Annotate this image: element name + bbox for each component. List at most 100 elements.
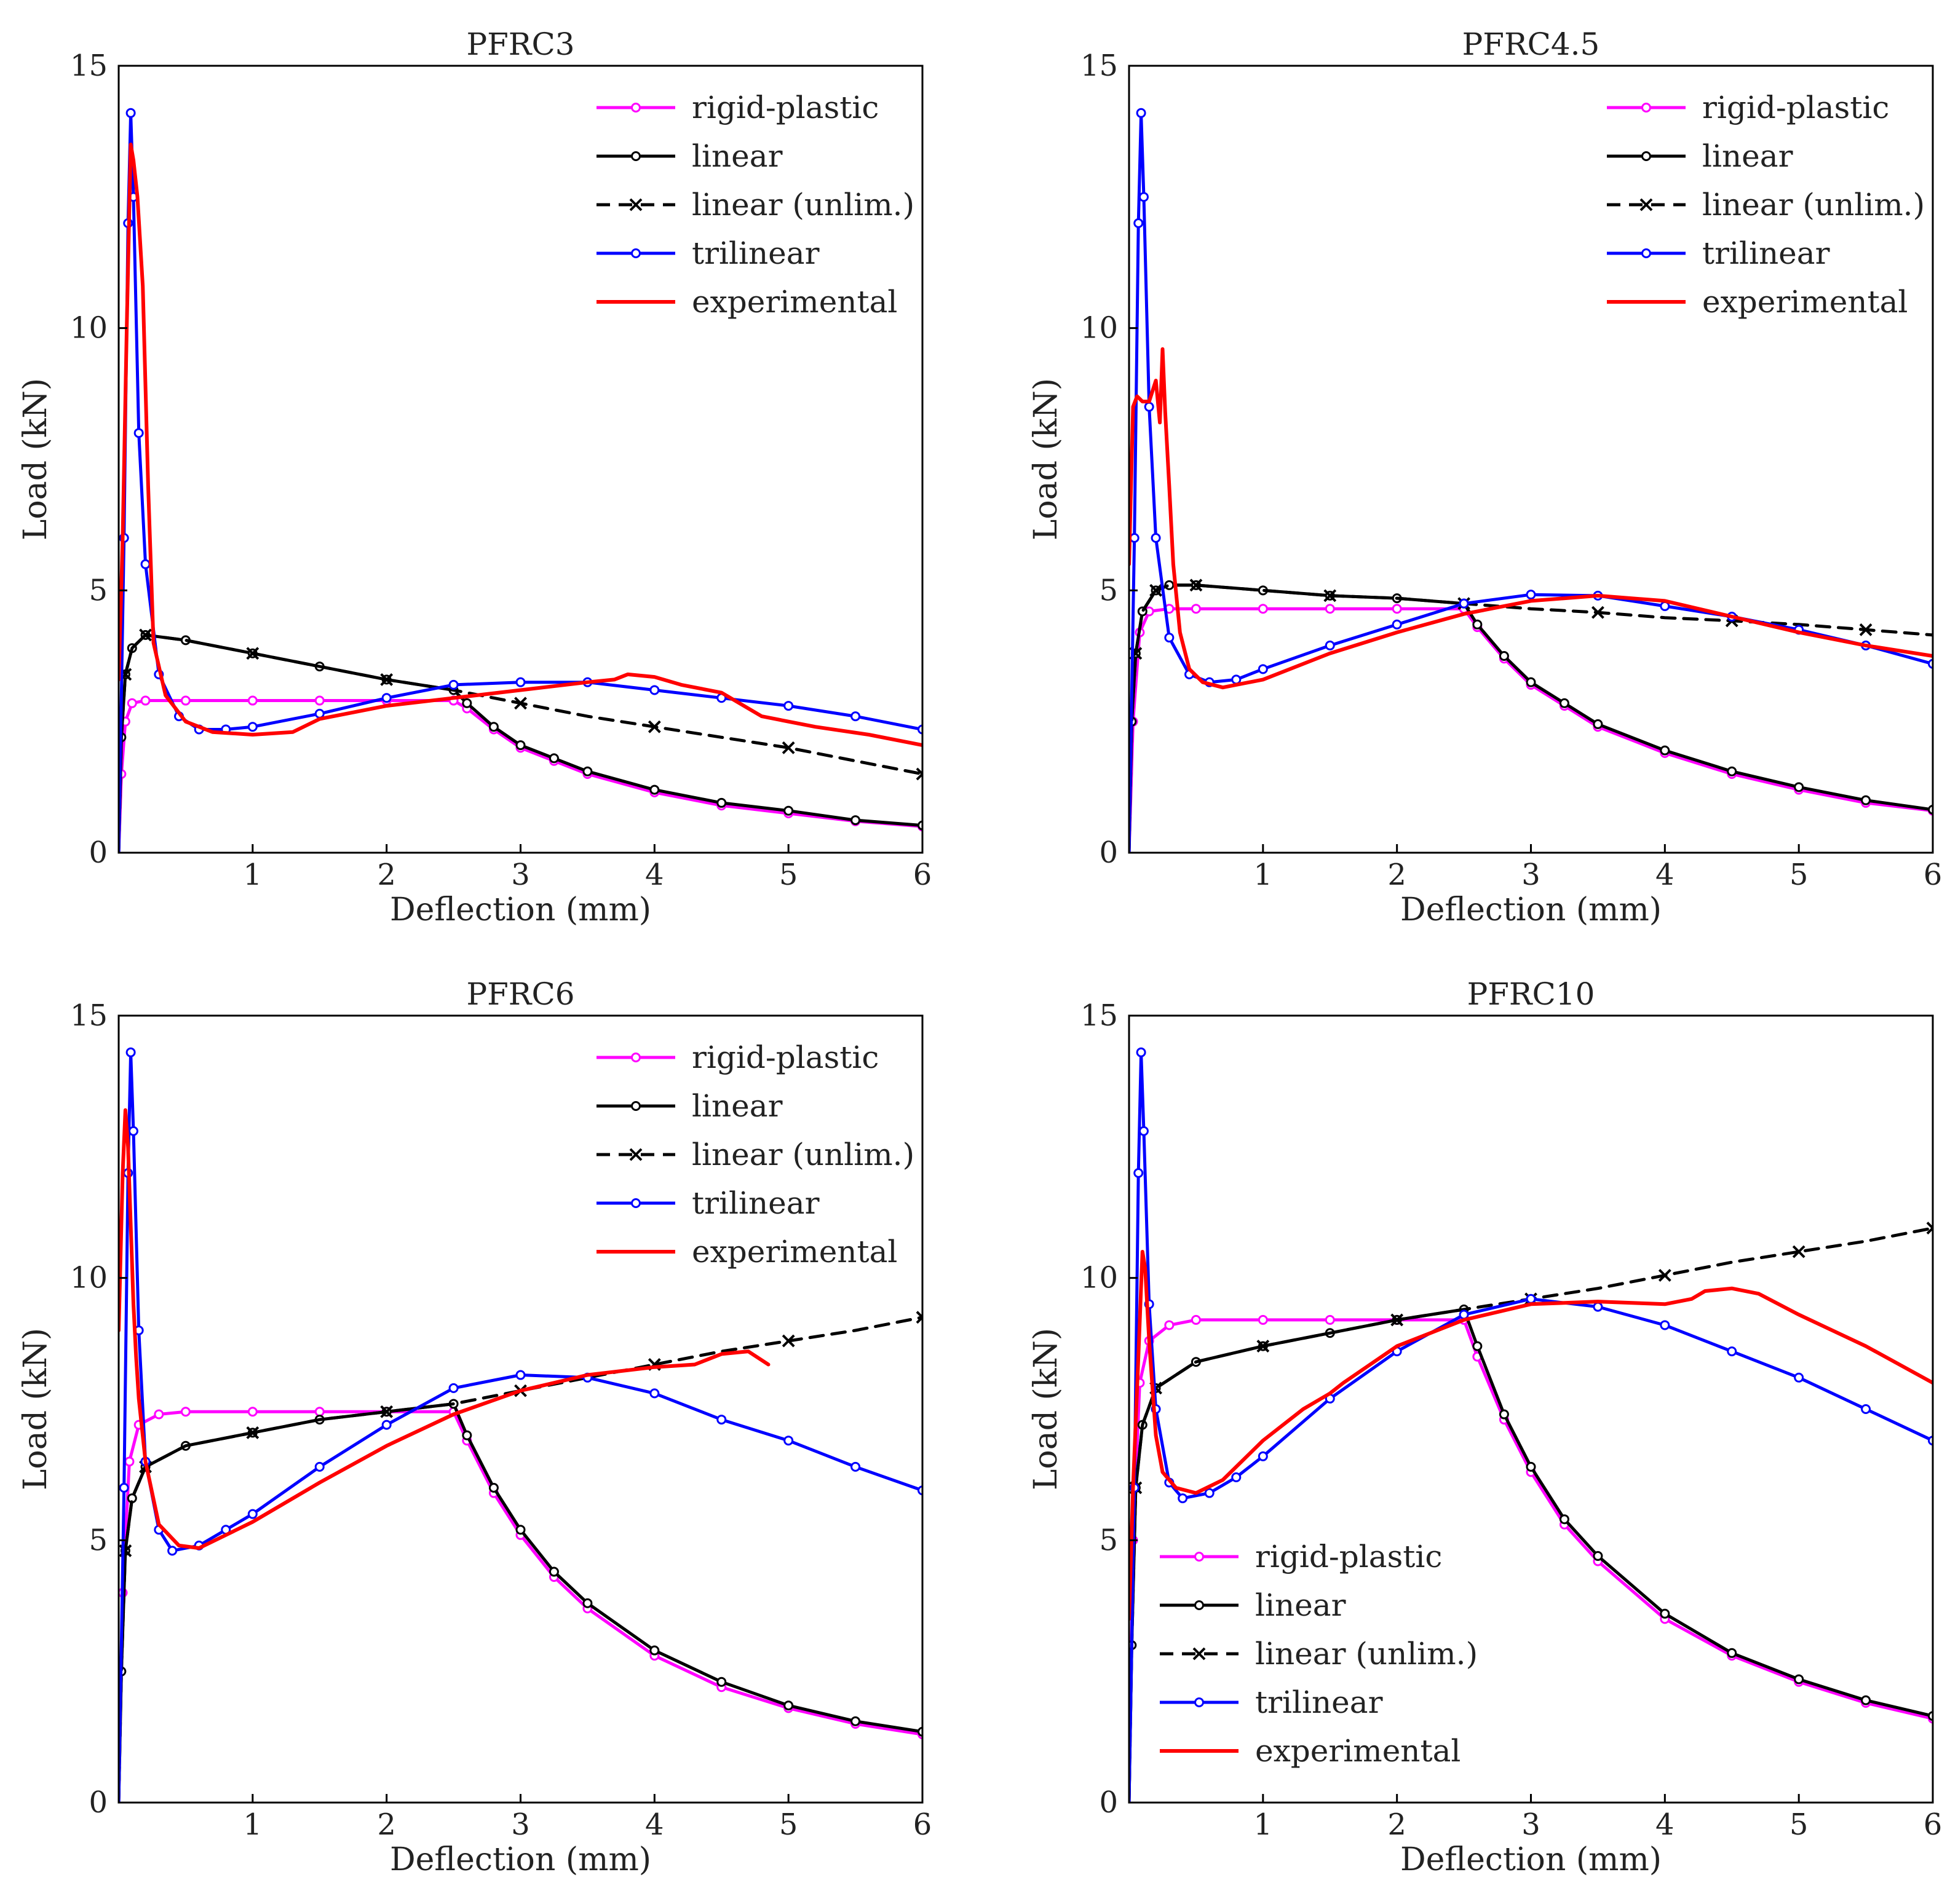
legend-label-linear-unlim: linear (unlim.) <box>692 1137 914 1172</box>
data-point-rigid-plastic <box>247 1407 258 1417</box>
series-line-rigid-plastic <box>119 1410 922 1803</box>
y-axis-label: Load (kN) <box>1028 378 1064 540</box>
legend-label-linear-unlim: linear (unlim.) <box>1702 187 1925 223</box>
series-line-experimental <box>1129 1250 1933 1621</box>
data-point-trilinear <box>649 1388 660 1399</box>
data-point-linear <box>1559 698 1569 708</box>
data-point-linear-unlim <box>1859 623 1873 636</box>
legend-label-linear: linear <box>1255 1587 1346 1623</box>
data-point-trilinear <box>1526 590 1536 600</box>
y-tick-label: 10 <box>1080 1261 1118 1295</box>
legend-label-trilinear: trilinear <box>692 1185 820 1221</box>
data-point-linear-unlim <box>246 1426 260 1439</box>
legend-label-trilinear: trilinear <box>1255 1685 1383 1720</box>
x-tick-label: 3 <box>511 1807 530 1842</box>
series-line-rigid-plastic <box>1129 607 1933 853</box>
x-tick-label: 6 <box>1924 858 1943 892</box>
data-point-linear-unlim <box>1189 579 1203 592</box>
data-point-trilinear <box>1133 1168 1144 1178</box>
y-axis-label: Load (kN) <box>17 378 54 540</box>
series-group <box>119 1047 922 1803</box>
data-point-trilinear <box>128 1126 138 1136</box>
data-point-linear <box>1861 1695 1871 1705</box>
legend-marker-linear-unlim <box>629 198 643 211</box>
data-point-linear <box>783 1701 794 1711</box>
x-tick-label: 6 <box>913 858 932 892</box>
y-tick-label: 15 <box>1080 49 1118 83</box>
data-point-linear <box>515 740 526 751</box>
data-point-trilinear <box>247 1509 258 1519</box>
y-tick-label: 5 <box>89 1523 108 1557</box>
data-point-trilinear <box>167 1546 178 1556</box>
data-point-linear <box>649 784 660 795</box>
series-line-experimental <box>119 143 922 748</box>
data-point-trilinear <box>381 693 392 703</box>
legend-label-rigid-plastic: rigid-plastic <box>1255 1539 1442 1574</box>
data-point-linear <box>1928 805 1933 815</box>
data-point-linear <box>918 820 922 831</box>
legend-label-rigid-plastic: rigid-plastic <box>692 90 879 125</box>
legend-marker-trilinear <box>1641 248 1651 258</box>
x-tick-label: 6 <box>913 1807 932 1842</box>
series-group <box>1129 1047 1933 1803</box>
data-point-rigid-plastic <box>1325 1314 1335 1325</box>
data-point-trilinear <box>1138 192 1149 202</box>
data-point-linear-unlim <box>1149 583 1162 597</box>
data-point-trilinear <box>1231 674 1242 685</box>
chart-title: PFRC10 <box>1467 976 1595 1012</box>
x-tick-label: 5 <box>779 1807 798 1842</box>
data-point-trilinear <box>1151 533 1161 543</box>
data-point-linear <box>649 1645 660 1656</box>
legend-label-experimental: experimental <box>692 284 897 320</box>
data-point-linear-unlim <box>139 628 152 642</box>
data-point-trilinear <box>1136 1047 1146 1057</box>
data-point-rigid-plastic <box>1191 604 1201 614</box>
data-point-trilinear <box>1526 1294 1536 1304</box>
data-point-linear <box>783 805 794 816</box>
data-point-linear-unlim <box>782 1334 795 1348</box>
data-point-linear <box>1794 1674 1804 1685</box>
data-point-linear-unlim <box>916 767 922 781</box>
chart-title: PFRC6 <box>466 976 574 1012</box>
data-point-linear <box>582 1598 593 1608</box>
y-tick-label: 0 <box>89 1785 108 1820</box>
x-tick-label: 2 <box>377 858 396 892</box>
series-line-experimental <box>119 1108 771 1550</box>
data-point-trilinear <box>1204 1488 1215 1498</box>
y-tick-label: 15 <box>1080 998 1118 1033</box>
chart-panel-pfrc3: 1 2 3 4 5 6 0 5 10 15 PFRC3 Deflection (mm) Load (kN… <box>17 26 932 928</box>
data-point-linear <box>716 797 727 808</box>
x-tick-label: 1 <box>244 858 263 892</box>
legend: rigid-plastic linear linear (unlim.) trilin… <box>597 90 914 320</box>
y-tick-label: 10 <box>70 1261 108 1295</box>
data-point-linear <box>1593 719 1603 729</box>
data-point-rigid-plastic <box>247 695 258 706</box>
data-point-linear <box>1928 1711 1933 1721</box>
data-point-trilinear <box>716 1415 727 1425</box>
data-point-trilinear <box>918 1485 922 1496</box>
axes-frame <box>117 1014 924 1804</box>
data-point-trilinear <box>649 685 660 695</box>
data-point-linear <box>1499 651 1509 661</box>
data-point-linear <box>1559 1514 1569 1525</box>
data-point-trilinear <box>918 724 922 735</box>
chart-panel-pfrc4-5: 1 2 3 4 5 6 0 5 10 15 PFRC4.5 Deflection (mm) Load (… <box>1028 26 1942 928</box>
data-point-linear <box>1526 677 1536 687</box>
legend-label-experimental: experimental <box>1702 284 1908 320</box>
x-tick-label: 4 <box>1655 1807 1675 1842</box>
y-tick-label: 15 <box>70 49 108 83</box>
legend-label-linear: linear <box>692 138 783 174</box>
data-point-linear-unlim <box>380 1405 394 1418</box>
x-tick-label: 5 <box>779 858 798 892</box>
data-point-trilinear <box>1593 1302 1603 1312</box>
legend-label-trilinear: trilinear <box>1702 235 1830 271</box>
data-point-linear <box>549 753 559 764</box>
data-point-rigid-plastic <box>180 1407 191 1417</box>
legend-label-linear: linear <box>692 1088 783 1124</box>
x-tick-label: 2 <box>1387 1807 1406 1842</box>
x-tick-label: 2 <box>1387 858 1406 892</box>
data-point-linear-unlim <box>246 647 260 660</box>
data-point-rigid-plastic <box>1258 1314 1268 1325</box>
y-tick-label: 0 <box>1099 835 1118 870</box>
